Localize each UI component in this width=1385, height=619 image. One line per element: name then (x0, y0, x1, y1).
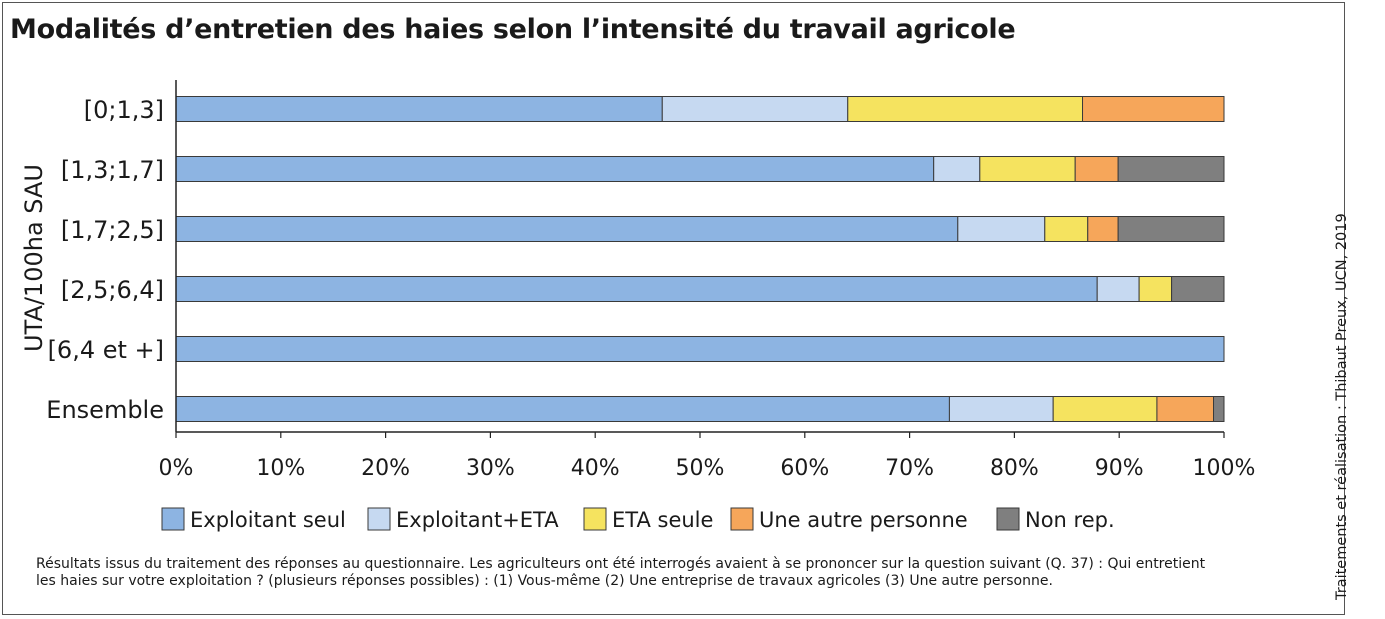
legend-swatch (730, 507, 754, 531)
category-label: [1,3;1,7] (61, 156, 164, 184)
category-label: [2,5;6,4] (61, 276, 164, 304)
y-axis-title: UTA/100ha SAU (20, 164, 48, 352)
bar-segment-2-4 (1117, 216, 1225, 242)
bar-segment-3-1 (1096, 276, 1140, 302)
footnote: Résultats issus du traitement des répons… (36, 556, 1286, 590)
bar-chart: [0;1,3] [1,3;1,7] [1,7;2,5] [2,5;6,4] [6,4 e… (20, 80, 1256, 532)
bar-segment-4-0 (175, 336, 1225, 362)
legend-label: Une autre personne (759, 508, 968, 532)
bar-segment-0-2 (847, 96, 1084, 122)
bar-segment-3-4 (1171, 276, 1225, 302)
credit-text: Traitements et réalisation : Thibaut Pre… (1334, 213, 1350, 600)
x-tick-label: 20% (361, 456, 410, 481)
bar-segment-0-0 (175, 96, 663, 122)
legend-swatch (583, 507, 607, 531)
bar-segment-1-1 (933, 156, 981, 182)
footnote-line-2: les haies sur votre exploitation ? (plus… (36, 573, 1053, 589)
x-tick-label: 80% (990, 456, 1039, 481)
legend-label: Non rep. (1025, 508, 1115, 532)
bar-segment-5-3 (1156, 396, 1215, 422)
x-tick-label: 10% (256, 456, 305, 481)
category-label: [0;1,3] (84, 96, 164, 124)
footnote-line-1: Résultats issus du traitement des répons… (36, 556, 1206, 572)
x-tick-label: 100% (1193, 456, 1256, 481)
x-tick-label: 0% (159, 456, 194, 481)
legend-label: ETA seule (612, 508, 713, 532)
bar-segment-1-4 (1117, 156, 1225, 182)
category-label: Ensemble (46, 396, 164, 424)
x-tick-label: 30% (466, 456, 515, 481)
bar-segment-3-2 (1138, 276, 1173, 302)
bar-segment-5-4 (1213, 396, 1225, 422)
bar-segment-2-0 (175, 216, 959, 242)
x-tick-label: 90% (1095, 456, 1144, 481)
bar-segment-2-3 (1087, 216, 1119, 242)
category-label: [1,7;2,5] (61, 216, 164, 244)
legend-label: Exploitant seul (190, 508, 346, 532)
category-label: [6,4 et +] (48, 336, 164, 364)
bar-segment-1-2 (979, 156, 1076, 182)
chart-frame (2, 2, 1345, 615)
bar-segment-1-0 (175, 156, 935, 182)
legend-swatch (996, 507, 1020, 531)
bar-segment-2-2 (1044, 216, 1089, 242)
bar-segment-1-3 (1074, 156, 1119, 182)
x-tick-label: 60% (780, 456, 829, 481)
legend: Exploitant seul Exploitant+ETA ETA seule Un… (161, 507, 1115, 532)
bar-segment-2-1 (957, 216, 1046, 242)
bar-segment-0-3 (1082, 96, 1225, 122)
x-tick-label: 50% (676, 456, 725, 481)
legend-swatch (367, 507, 391, 531)
x-tick-label: 40% (571, 456, 620, 481)
legend-swatch (161, 507, 185, 531)
x-tick-label: 70% (885, 456, 934, 481)
chart-title: Modalités d’entretien des haies selon l’… (10, 14, 1016, 45)
bar-segment-5-1 (948, 396, 1054, 422)
bar-segment-3-0 (175, 276, 1098, 302)
bar-segment-5-0 (175, 396, 950, 422)
legend-label: Exploitant+ETA (396, 508, 559, 532)
bar-segment-0-1 (661, 96, 849, 122)
bar-segment-5-2 (1052, 396, 1158, 422)
